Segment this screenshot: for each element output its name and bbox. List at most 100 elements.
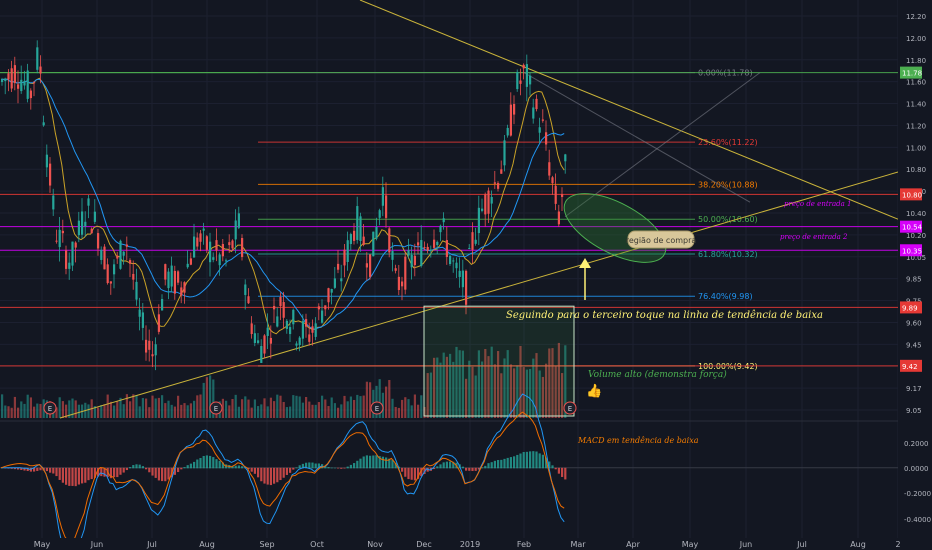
candle-body: [205, 236, 208, 250]
candle-body: [516, 71, 519, 90]
volume-bar: [17, 407, 20, 418]
macd-histogram-bar: [295, 467, 298, 469]
candle: [61, 219, 64, 243]
entry-1-annotation: preço de entrada 1: [784, 200, 852, 208]
macd-histogram-bar: [554, 467, 557, 470]
macd-histogram-bar: [113, 467, 116, 478]
macd-histogram-bar: [52, 467, 55, 474]
macd-histogram-bar: [413, 467, 416, 481]
volume-bar: [269, 397, 272, 418]
volume-bar: [228, 405, 231, 418]
candle: [154, 337, 157, 371]
macd-histogram-bar: [324, 465, 327, 469]
candle: [167, 268, 170, 300]
time-tick-label: Oct: [310, 540, 324, 549]
macd-histogram-bar: [490, 462, 493, 469]
candle-body: [58, 229, 61, 248]
candle: [129, 258, 132, 278]
candle: [116, 251, 119, 264]
volume-bar: [209, 375, 212, 418]
candle: [221, 239, 224, 262]
candle-body: [385, 195, 388, 218]
candle-body: [116, 255, 119, 259]
volume-bar: [23, 403, 26, 418]
price-badge-label: 9.42: [902, 363, 918, 371]
candle-body: [388, 228, 391, 253]
macd-histogram-bar: [564, 467, 567, 480]
candle-body: [4, 78, 7, 82]
candle: [506, 124, 509, 138]
candle: [423, 241, 426, 251]
candle: [103, 244, 106, 270]
volume-bar: [554, 366, 557, 418]
candle: [519, 68, 522, 96]
macd-histogram-bar: [285, 467, 288, 475]
candle: [196, 232, 199, 250]
volume-bar: [378, 379, 381, 418]
volume-bar: [154, 398, 157, 418]
volume-bar: [282, 401, 285, 418]
candle-body: [266, 327, 269, 336]
candle: [177, 270, 180, 286]
candle: [541, 109, 544, 123]
candle-body: [109, 281, 112, 284]
candle-body: [167, 271, 170, 289]
volume-bar: [461, 350, 464, 418]
volume-bar: [4, 405, 7, 418]
volume-bar: [506, 350, 509, 418]
candle: [365, 252, 368, 281]
macd-histogram-bar: [241, 466, 244, 469]
macd-histogram-bar: [420, 467, 423, 477]
volume-bar: [253, 399, 256, 418]
volume-bar: [250, 407, 253, 418]
macd-tick-label: 0.2000: [904, 440, 929, 448]
candle: [369, 254, 372, 280]
candle-body: [525, 64, 528, 87]
macd-histogram-bar: [359, 458, 362, 469]
candle-body: [97, 233, 100, 249]
candle-body: [465, 270, 468, 305]
candle: [113, 259, 116, 289]
fib-label: 76.40%(9.98): [698, 292, 753, 301]
candle-body: [538, 127, 541, 133]
candle-body: [218, 254, 221, 266]
candle: [52, 188, 55, 216]
macd-histogram-bar: [538, 453, 541, 469]
candle: [381, 176, 384, 217]
candle-body: [442, 218, 445, 223]
high-volume-box: [423, 305, 575, 417]
volume-bar: [7, 406, 10, 418]
fib-label: 61.80%(10.32): [698, 250, 758, 259]
candle-body: [33, 82, 36, 84]
macd-histogram-bar: [189, 463, 192, 469]
time-tick-label: Dec: [416, 540, 431, 549]
time-tick-label: Jul: [146, 540, 157, 549]
macd-histogram-bar: [199, 457, 202, 469]
time-tick-label: Mar: [570, 540, 586, 549]
macd-histogram-bar: [433, 467, 436, 470]
macd-histogram-bar: [109, 467, 112, 479]
candle: [436, 240, 439, 254]
candle-body: [282, 302, 285, 318]
price-tick-label: 9.85: [906, 276, 922, 284]
candle: [388, 226, 391, 258]
macd-histogram-bar: [221, 462, 224, 469]
macd-tick-label: -0.2000: [904, 490, 931, 498]
volume-bar: [260, 404, 263, 418]
candle-body: [151, 354, 154, 357]
price-badge: [900, 220, 922, 233]
candle: [97, 228, 100, 256]
macd-histogram-bar: [548, 461, 551, 469]
candle-body: [564, 154, 567, 162]
time-tick-label: Jul: [796, 540, 807, 549]
candle: [263, 334, 266, 359]
volume-bar: [561, 373, 564, 418]
volume-bar: [429, 372, 432, 418]
price-tick-label: 11.20: [906, 122, 926, 130]
candle: [183, 281, 186, 304]
candle: [513, 95, 516, 125]
candle-body: [423, 247, 426, 249]
volume-bar: [231, 398, 234, 418]
volume-bar: [394, 406, 397, 418]
